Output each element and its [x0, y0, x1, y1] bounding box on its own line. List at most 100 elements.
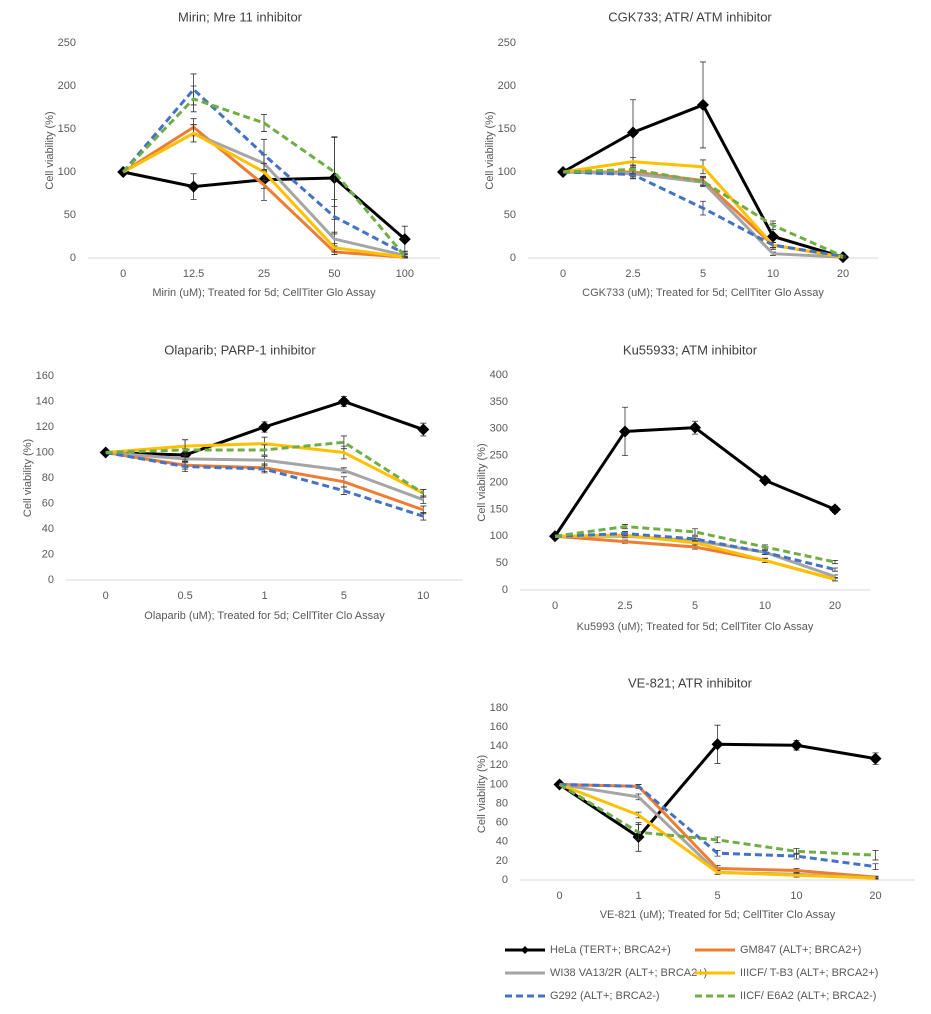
series-line	[105, 440, 425, 495]
series	[105, 451, 427, 504]
legend-label: IICF/ E6A2 (ALT+; BRCA2-)	[740, 990, 876, 1002]
y-tick-label: 100	[36, 446, 54, 458]
legend-entry: HeLa (TERT+; BRCA2+)	[505, 944, 671, 956]
y-tick-label: 80	[42, 472, 54, 484]
series-line	[554, 532, 836, 572]
y-tick-label: 250	[498, 37, 516, 49]
series	[553, 724, 882, 852]
series-line	[554, 525, 836, 564]
x-tick-label: 0	[103, 590, 109, 602]
x-tick-label: 0.5	[177, 590, 192, 602]
marker	[627, 126, 639, 139]
x-tick-label: 10	[759, 600, 771, 612]
y-axis-label: Cell viability (%)	[44, 111, 56, 189]
chart-title: VE-821; ATR inhibitor	[628, 675, 753, 690]
marker	[187, 180, 200, 193]
chart-title: Mirin; Mre 11 inhibitor	[178, 9, 303, 24]
series	[554, 531, 838, 572]
legend-label: GM847 (ALT+; BRCA2+)	[740, 944, 861, 956]
x-axis-label: VE-821 (uM); Treated for 5d; CellTiter C…	[600, 909, 836, 921]
y-tick-label: 140	[36, 395, 54, 407]
series	[559, 782, 879, 880]
x-tick-label: 5	[700, 268, 706, 280]
error-bar	[872, 863, 879, 870]
marker	[790, 739, 803, 752]
x-axis-label: CGK733 (uM); Treated for 5d; CellTiter G…	[582, 287, 824, 299]
y-tick-label: 0	[510, 252, 516, 264]
x-tick-label: 2.5	[625, 268, 640, 280]
x-tick-label: 100	[396, 268, 414, 280]
legend-marker	[521, 946, 529, 954]
x-tick-label: 10	[767, 268, 779, 280]
x-tick-label: 0	[556, 890, 562, 902]
error-bar	[700, 176, 706, 187]
y-tick-label: 350	[490, 396, 508, 408]
y-axis-label: Cell viability (%)	[476, 443, 488, 521]
y-tick-label: 100	[490, 530, 508, 542]
error-bar	[340, 435, 347, 450]
series-line	[122, 97, 406, 258]
chart-title: CGK733; ATR/ ATM inhibitor	[608, 9, 772, 24]
y-tick-label: 100	[490, 778, 508, 790]
marker	[829, 503, 841, 516]
series-line	[553, 426, 836, 538]
series	[559, 782, 879, 879]
y-tick-label: 0	[70, 252, 76, 264]
x-tick-label: 1	[635, 890, 641, 902]
y-axis-label: Cell viability (%)	[22, 439, 34, 517]
y-tick-label: 0	[48, 574, 54, 586]
y-tick-label: 200	[490, 476, 508, 488]
marker	[689, 421, 701, 434]
marker	[417, 423, 430, 436]
x-axis-label: Ku5993 (uM); Treated for 5d; CellTiter C…	[577, 621, 814, 633]
series-line	[559, 782, 876, 880]
y-tick-label: 100	[498, 166, 516, 178]
y-tick-label: 120	[36, 421, 54, 433]
y-tick-label: 40	[42, 523, 54, 535]
series	[105, 451, 427, 521]
legend-entry: IICF/ E6A2 (ALT+; BRCA2-)	[695, 990, 876, 1002]
x-tick-label: 20	[829, 600, 841, 612]
legend-entry: IIICF/ T-B3 (ALT+; BRCA2+)	[695, 967, 878, 979]
series-line	[562, 167, 844, 258]
series-line	[554, 533, 836, 581]
series-line	[558, 783, 876, 880]
legend-label: HeLa (TERT+; BRCA2+)	[550, 944, 671, 956]
y-tick-label: 20	[496, 855, 508, 867]
y-tick-label: 250	[58, 37, 76, 49]
marker	[759, 474, 771, 487]
series-line	[559, 782, 876, 879]
y-tick-label: 250	[490, 450, 508, 462]
error-bar	[692, 536, 698, 542]
legend-label: IIICF/ T-B3 (ALT+; BRCA2+)	[740, 967, 878, 979]
x-tick-label: 20	[837, 268, 849, 280]
y-tick-label: 40	[496, 836, 508, 848]
y-tick-label: 0	[502, 874, 508, 886]
legend-entry: WI38 VA13/2R (ALT+; BRCA2+)	[505, 967, 707, 979]
marker	[258, 421, 271, 433]
series	[554, 524, 838, 565]
series	[549, 406, 841, 543]
marker	[398, 233, 411, 246]
series-line	[559, 782, 876, 869]
x-tick-label: 10	[790, 890, 802, 902]
series-line	[562, 160, 844, 259]
marker	[697, 98, 709, 111]
marker	[337, 395, 350, 408]
chart-title: Olaparib; PARP-1 inhibitor	[164, 342, 316, 357]
x-tick-label: 5	[714, 890, 720, 902]
y-tick-label: 0	[502, 584, 508, 596]
y-tick-label: 60	[42, 497, 54, 509]
y-axis-label: Cell viability (%)	[484, 111, 496, 189]
x-tick-label: 1	[261, 590, 267, 602]
y-tick-label: 50	[504, 209, 516, 221]
y-tick-label: 80	[496, 797, 508, 809]
series-line	[558, 783, 876, 857]
series	[559, 782, 879, 870]
y-tick-label: 200	[58, 80, 76, 92]
y-tick-label: 200	[498, 80, 516, 92]
error-bar	[261, 113, 267, 132]
y-tick-label: 160	[36, 370, 54, 382]
y-tick-label: 120	[490, 759, 508, 771]
series-line	[122, 131, 405, 259]
